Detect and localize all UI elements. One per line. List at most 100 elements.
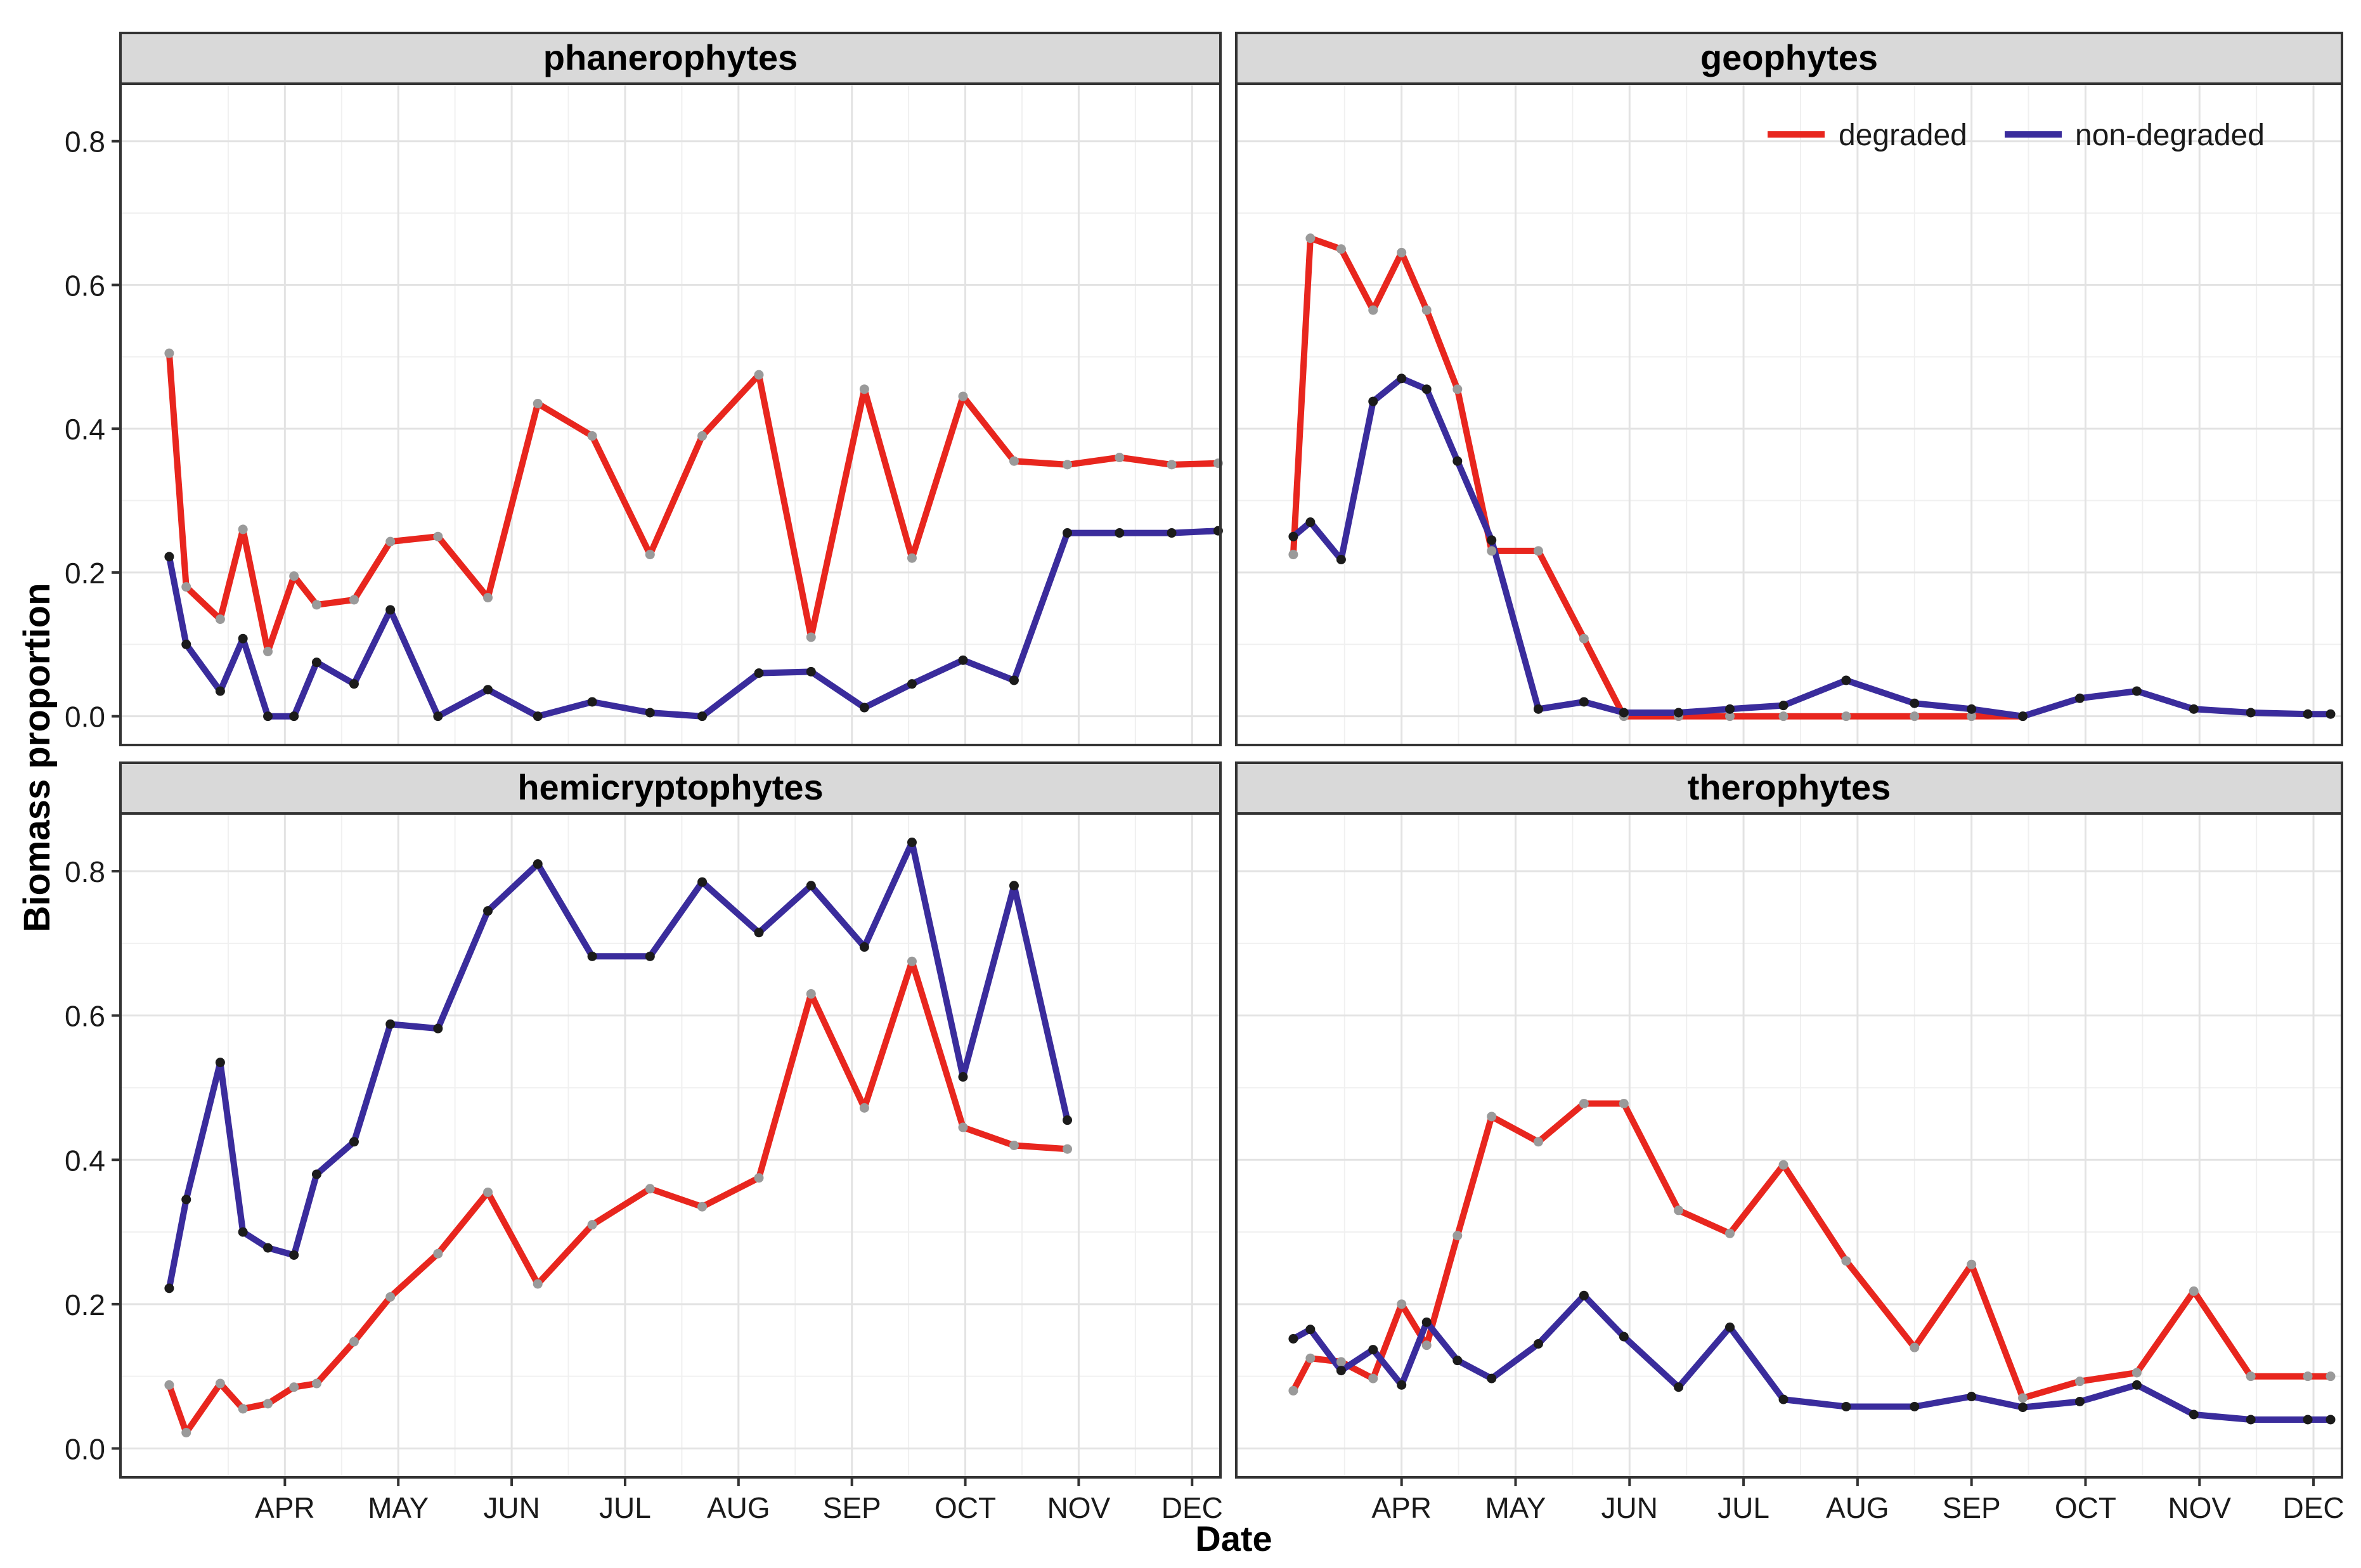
data-point-non-degraded [238,633,248,644]
data-point-degraded [645,1184,655,1194]
data-point-degraded [164,348,174,358]
grid [1236,84,2342,745]
data-point-non-degraded [385,605,396,615]
data-point-non-degraded [533,711,543,722]
data-point-degraded [349,1337,359,1347]
data-point-non-degraded [1533,704,1543,714]
data-point-non-degraded [907,838,917,848]
data-point-degraded [483,593,493,603]
data-point-degraded [754,370,764,380]
data-point-non-degraded [1288,531,1298,541]
data-point-non-degraded [2303,709,2313,719]
data-point-degraded [1009,456,1019,466]
data-point-non-degraded [1579,1290,1589,1300]
data-point-non-degraded [1167,528,1177,538]
data-point-non-degraded [2018,711,2028,722]
panel-strip [119,761,1222,815]
data-point-non-degraded [164,552,174,562]
data-point-non-degraded [1487,535,1497,545]
panel-title: hemicryptophytes [517,767,823,807]
data-point-non-degraded [1115,528,1125,538]
data-point-non-degraded [1910,1401,1920,1411]
data-point-degraded [215,1378,225,1389]
data-point-degraded [1288,1385,1298,1396]
y-tick-label: 0.2 [65,1288,105,1321]
y-axis-title: Biomass proportion [16,583,58,932]
data-point-degraded [1368,1373,1378,1383]
data-point-non-degraded [859,942,869,952]
data-point-degraded [1725,1228,1735,1238]
y-tick-label: 0.4 [65,1144,105,1177]
data-point-degraded [907,956,917,966]
grid [1236,813,2342,1477]
data-point-non-degraded [1967,704,1977,714]
data-point-non-degraded [1305,1325,1316,1335]
data-point-degraded [907,553,917,563]
data-point-non-degraded [1533,1338,1543,1349]
data-point-degraded [806,989,816,999]
data-point-non-degraded [2303,1415,2313,1425]
data-point-degraded [1778,711,1789,722]
panel-strip [1235,32,2343,85]
data-point-non-degraded [1421,1317,1432,1327]
data-point-non-degraded [1452,456,1463,466]
data-point-non-degraded [1841,675,1851,685]
data-point-non-degraded [1368,1345,1378,1355]
data-point-non-degraded [311,658,321,668]
data-point-degraded [1579,633,1589,644]
data-point-degraded [958,1122,968,1132]
x-tick-label: JUN [483,1491,540,1524]
panel-therophytes: therophytes APR MAY JUN JUL AUG SEP OCT NOV DEC [1235,761,2345,1524]
data-point-degraded [2131,1368,2142,1378]
data-point-degraded [263,1399,273,1409]
data-point-degraded [645,550,655,560]
data-point-degraded [754,1173,764,1183]
data-point-non-degraded [2018,1403,2028,1413]
data-point-non-degraded [289,1250,299,1260]
data-point-non-degraded [1841,1401,1851,1411]
data-point-degraded [1288,550,1298,560]
panel-phanerophytes: phanerophytes 0.0 0.2 0.4 0.6 0.8 [65,32,1223,746]
data-point-degraded [2018,1393,2028,1403]
data-point-degraded [1115,453,1125,463]
data-point-non-degraded [2074,1397,2085,1407]
data-point-non-degraded [754,928,764,938]
data-point-non-degraded [1009,675,1019,685]
data-point-non-degraded [907,679,917,689]
panel-title: phanerophytes [543,37,798,77]
data-point-non-degraded [1397,1380,1407,1390]
data-point-degraded [859,384,869,394]
data-point-degraded [1778,1160,1789,1170]
data-point-degraded [1487,1111,1497,1122]
data-point-degraded [181,1427,191,1437]
series-line-degraded [1290,1100,2334,1401]
data-point-degraded [181,582,191,592]
y-tick-label: 0.6 [65,269,105,302]
data-point-degraded [483,1187,493,1197]
y-tick-label: 0.8 [65,855,105,888]
data-point-degraded [1167,460,1177,470]
data-point-degraded [1063,460,1073,470]
legend-label-degraded: degraded [1839,119,1967,152]
data-point-non-degraded [1619,708,1629,718]
x-tick-label: JUN [1601,1491,1658,1524]
data-point-non-degraded [806,666,816,677]
data-point-degraded [1533,1137,1543,1147]
x-tick-label: JUL [1717,1491,1769,1524]
data-point-non-degraded [238,1227,248,1237]
data-point-non-degraded [2325,1415,2336,1425]
data-point-degraded [1009,1141,1019,1150]
data-point-non-degraded [1674,708,1684,718]
data-point-non-degraded [263,1243,273,1253]
data-point-non-degraded [1674,1382,1684,1392]
data-point-non-degraded [859,703,869,713]
data-point-non-degraded [1778,1394,1789,1404]
grid [120,84,1220,745]
data-point-degraded [164,1380,174,1390]
data-point-non-degraded [2189,704,2199,714]
data-point-degraded [2303,1371,2313,1382]
data-point-degraded [2246,1371,2256,1382]
y-tick-label: 0.0 [65,701,105,734]
data-point-degraded [697,1202,708,1212]
